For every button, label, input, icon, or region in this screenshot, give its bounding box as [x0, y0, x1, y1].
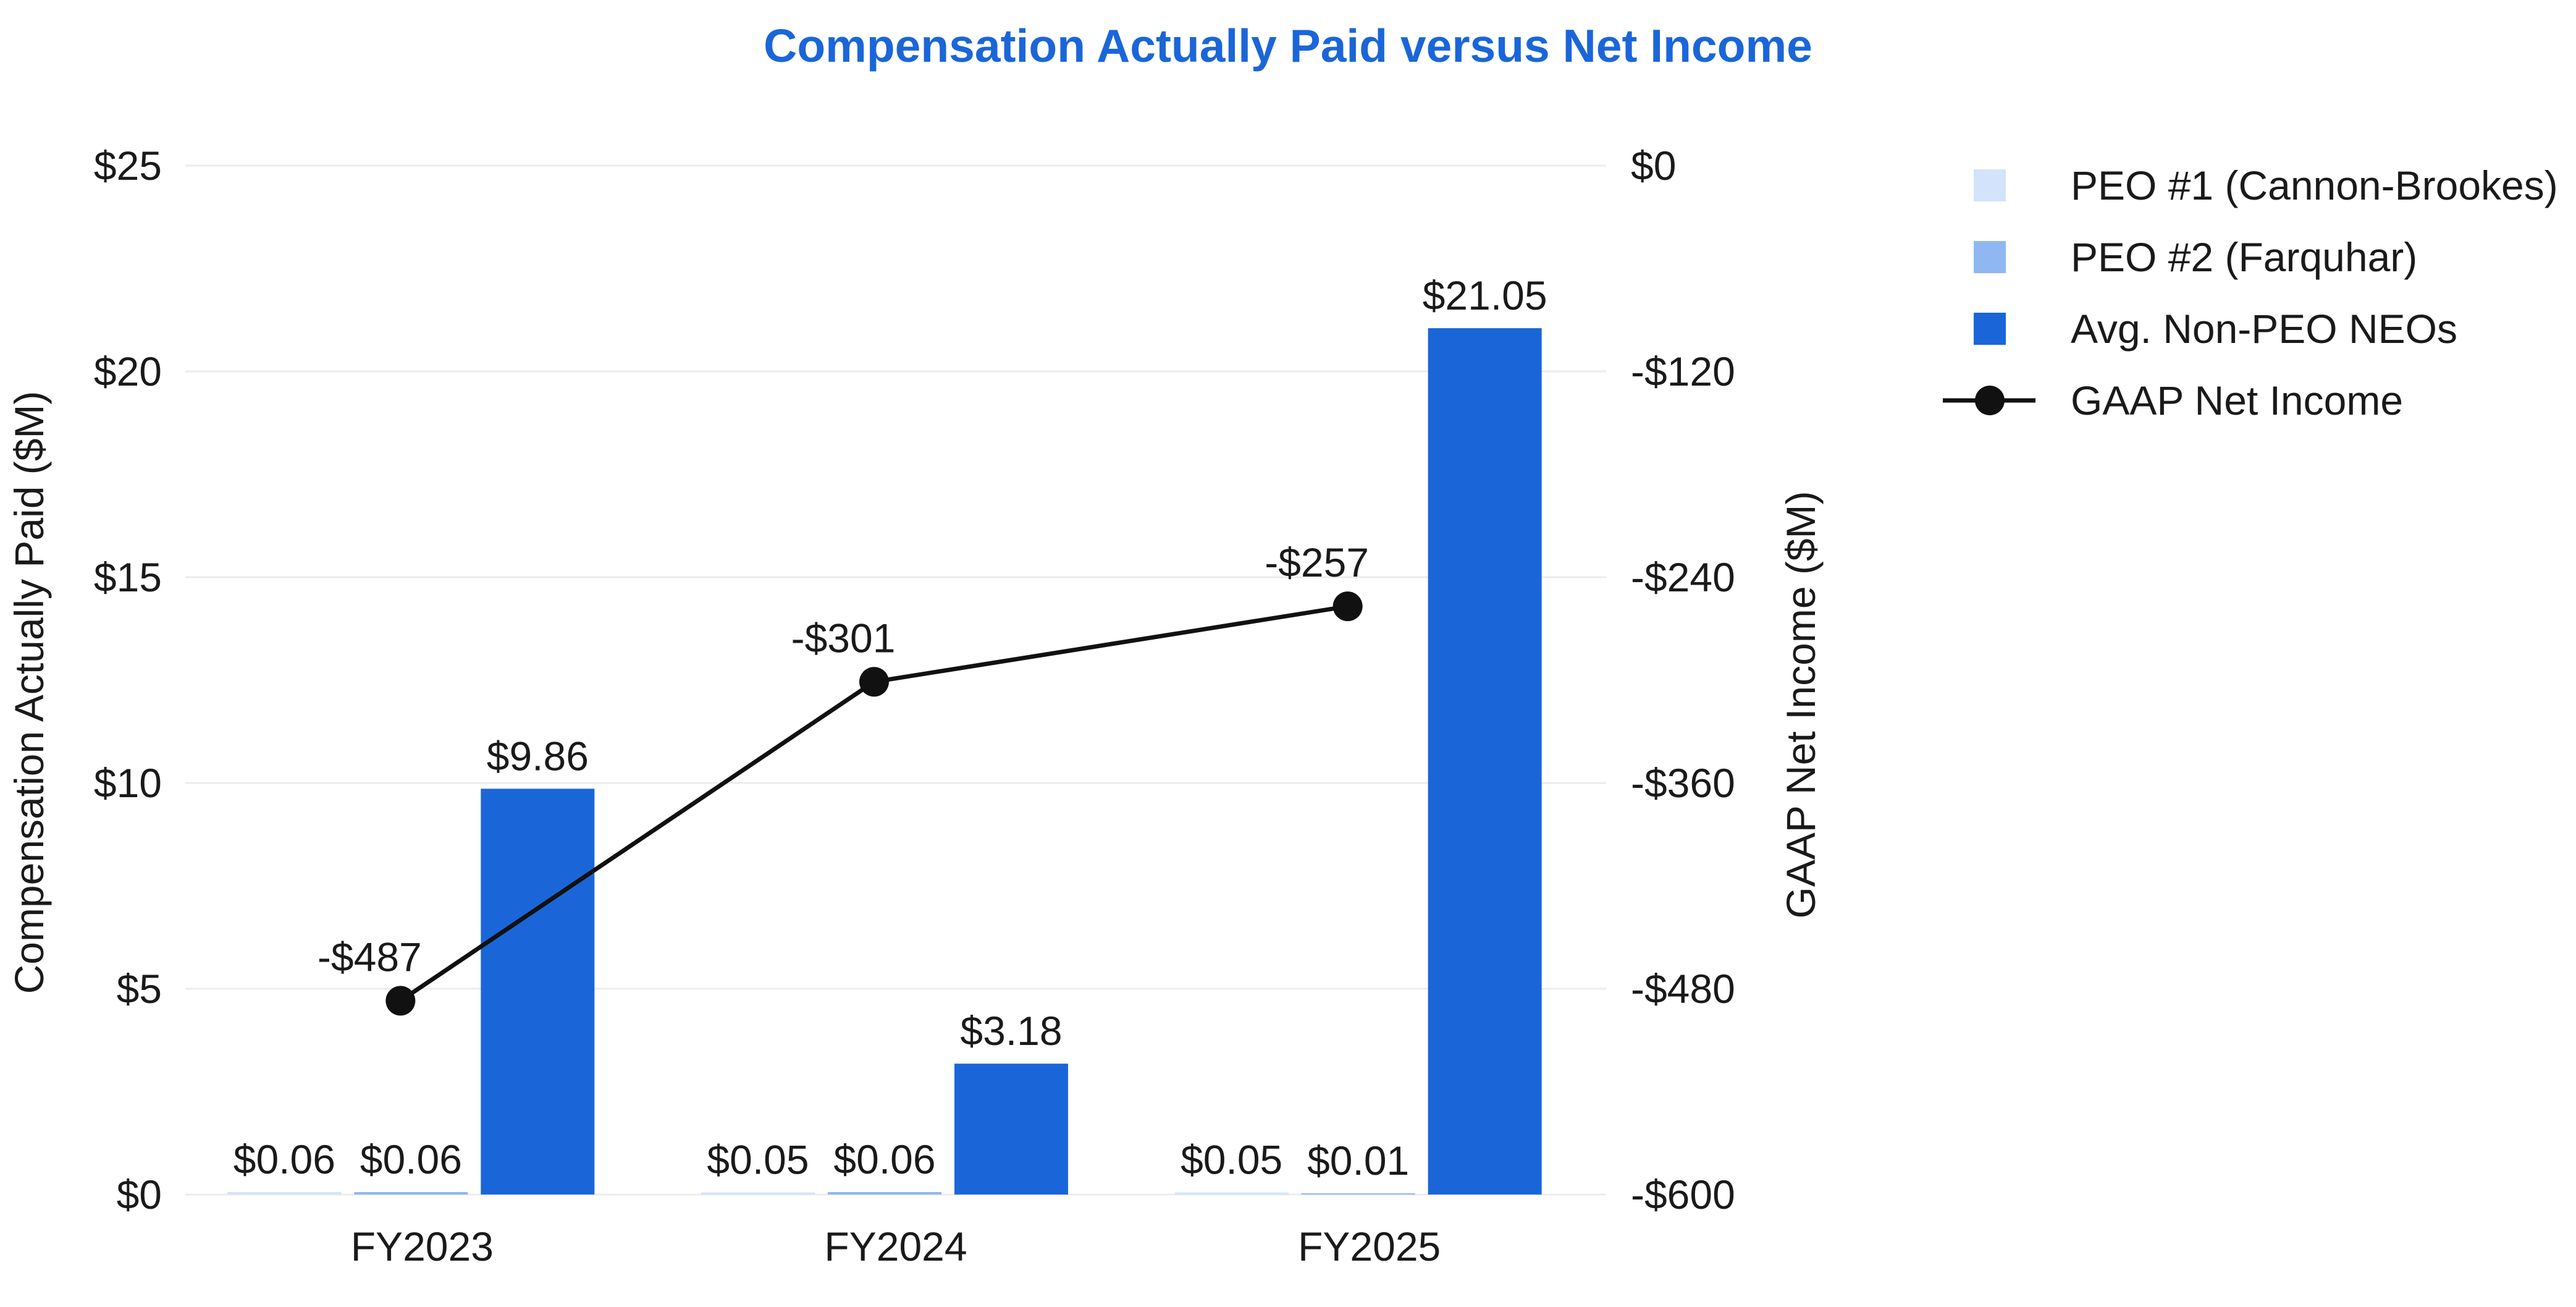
bar: [1428, 328, 1542, 1195]
bar: [1301, 1193, 1415, 1195]
y2-tick-label: -$240: [1631, 554, 1735, 600]
line-layer: [385, 591, 1363, 1016]
x-tick-label: FY2023: [351, 1224, 494, 1269]
x-tick-label: FY2025: [1298, 1224, 1441, 1269]
line-point: [1332, 591, 1363, 622]
y2-tick-label: -$360: [1631, 760, 1735, 806]
bar-data-label: $0.06: [360, 1136, 462, 1182]
bar: [954, 1064, 1068, 1195]
y2-axis-label: GAAP Net Income ($M): [1778, 491, 1824, 918]
line-data-label: -$301: [791, 615, 896, 661]
y2-tick-label: $0: [1631, 143, 1676, 188]
chart-title: Compensation Actually Paid versus Net In…: [764, 20, 1812, 72]
legend-label: PEO #1 (Cannon-Brookes): [2071, 163, 2558, 208]
bar-data-label: $0.06: [234, 1136, 335, 1182]
legend-label: PEO #2 (Farquhar): [2071, 234, 2417, 280]
bar-data-label: $3.18: [960, 1008, 1062, 1054]
line-point: [859, 667, 889, 697]
legend-swatch: [1974, 241, 2006, 273]
bar-data-label: $0.06: [833, 1136, 935, 1182]
bar: [701, 1192, 815, 1195]
bar-data-label: $0.05: [1181, 1137, 1282, 1183]
y2-tick-label: -$480: [1631, 966, 1735, 1012]
bar-data-label: $21.05: [1423, 273, 1547, 318]
bar: [481, 789, 595, 1195]
bar-data-label: $0.05: [707, 1137, 809, 1183]
y-tick-label: $5: [117, 966, 162, 1012]
legend: PEO #1 (Cannon-Brookes) PEO #2 (Farquhar)…: [1943, 163, 2558, 423]
bar: [1174, 1192, 1289, 1195]
legend-swatch: [1974, 169, 2006, 201]
bars-layer: [227, 328, 1542, 1195]
legend-label: Avg. Non-PEO NEOs: [2071, 306, 2457, 352]
line-data-label: -$487: [318, 934, 422, 979]
y-axis-label: Compensation Actually Paid ($M): [6, 391, 52, 994]
line-data-label: -$257: [1265, 539, 1369, 585]
bar: [828, 1192, 941, 1195]
line-point: [385, 986, 416, 1016]
legend-marker: [1975, 386, 2005, 415]
legend-swatch: [1974, 313, 2006, 345]
y-tick-label: $25: [94, 143, 162, 188]
y-tick-label: $15: [94, 554, 162, 600]
bar: [354, 1192, 468, 1195]
y-tick-label: $0: [117, 1172, 162, 1217]
bar: [227, 1192, 342, 1195]
y-tick-label: $10: [94, 760, 162, 806]
y2-tick-label: -$120: [1631, 349, 1735, 394]
bar-data-label: $0.01: [1307, 1138, 1409, 1183]
axes-layer: $0 $5 $10 $15 $20 $25 -$600 -$480 -$360 -$240 -$12…: [6, 143, 1824, 1269]
legend-label: GAAP Net Income: [2071, 378, 2403, 423]
x-tick-label: FY2024: [824, 1224, 967, 1269]
y-tick-label: $20: [94, 349, 162, 394]
bar-data-label: $9.86: [487, 733, 589, 779]
y2-tick-label: -$600: [1631, 1172, 1735, 1217]
labels-layer: $0.06 $0.06 $9.86 $0.05 $0.06 $3.18 $0.05 $0.01…: [234, 273, 1547, 1183]
